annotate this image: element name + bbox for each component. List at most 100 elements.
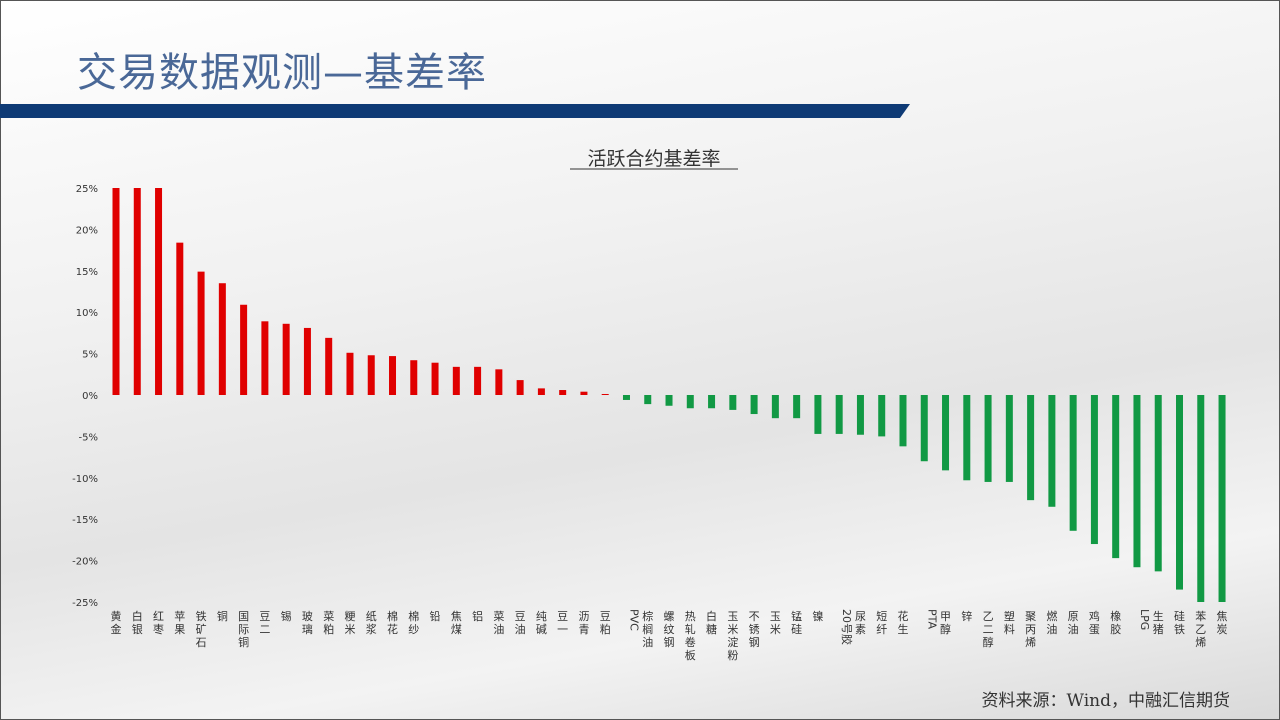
- bar-LPG: [1133, 395, 1141, 568]
- x-tick-label: 焦炭: [1217, 610, 1228, 636]
- y-tick-label: -15%: [72, 515, 98, 526]
- bar-豆二: [261, 321, 269, 395]
- x-tick-label: 硅铁: [1174, 610, 1185, 636]
- x-tick-label: 国际铜: [238, 610, 249, 649]
- bar-不锈钢: [750, 395, 758, 415]
- x-tick-label: 不锈钢: [749, 610, 760, 649]
- x-tick-label: 短纤: [876, 609, 887, 636]
- bar-短纤: [878, 395, 886, 437]
- bar-铝: [474, 366, 482, 395]
- x-tick-label: 花生: [897, 610, 908, 636]
- bar-白银: [133, 188, 141, 395]
- bar-豆一: [559, 390, 567, 395]
- x-tick-label: LPG: [1138, 609, 1151, 630]
- bar-PTA: [920, 395, 928, 462]
- bar-玻璃: [303, 327, 311, 395]
- title-underline-bar: [0, 104, 910, 118]
- bars: [112, 188, 1226, 602]
- bar-纯碱: [537, 388, 545, 395]
- x-tick-label: 乙二醇: [983, 610, 994, 649]
- bar-聚丙烯: [1027, 395, 1035, 501]
- x-tick-label: 生猪: [1153, 609, 1164, 636]
- bar-燃油: [1048, 395, 1056, 507]
- x-tick-label: 白银: [132, 609, 143, 636]
- x-tick-label: 红枣: [153, 610, 164, 636]
- y-tick-label: -5%: [79, 432, 98, 443]
- bar-国际铜: [240, 304, 248, 395]
- bar-红枣: [155, 188, 163, 395]
- x-tick-label: 热轧卷板: [685, 610, 696, 662]
- x-tick-label: 棉纱: [408, 609, 419, 636]
- y-tick-label: 25%: [76, 184, 98, 195]
- x-tick-label: 原油: [1068, 610, 1079, 636]
- x-tick-label: 20号胶: [840, 609, 854, 645]
- bar-菜粕: [325, 337, 333, 395]
- bar-橡胶: [1112, 395, 1120, 559]
- y-tick-label: 0%: [82, 391, 98, 402]
- chart-title: 活跃合约基差率: [587, 148, 720, 170]
- x-tick-label: 螺纹钢: [664, 610, 675, 649]
- bar-黄金: [112, 188, 120, 395]
- bar-豆油: [516, 380, 524, 395]
- x-tick-label: 镍: [812, 609, 823, 623]
- y-tick-label: 10%: [76, 308, 98, 319]
- bar-焦炭: [1218, 395, 1226, 602]
- bar-原油: [1069, 395, 1077, 531]
- bar-尿素: [856, 395, 864, 435]
- bar-乙二醇: [984, 395, 992, 482]
- bar-镍: [814, 395, 822, 434]
- bar-PVC: [622, 395, 630, 400]
- y-tick-label: -25%: [72, 598, 98, 609]
- x-tick-label: 玻璃: [302, 610, 313, 636]
- x-tick-label: 铁矿石: [196, 610, 207, 649]
- x-tick-label: 棉花: [387, 609, 398, 636]
- bar-热轧卷板: [686, 395, 694, 409]
- y-tick-label: -20%: [72, 557, 98, 568]
- bar-白糖: [708, 395, 716, 409]
- y-tick-label: 20%: [76, 225, 98, 236]
- bar-铅: [431, 362, 439, 395]
- bar-粳米: [346, 352, 354, 395]
- x-tick-label: 燃油: [1046, 609, 1057, 636]
- x-tick-label: 黄金: [111, 609, 122, 636]
- x-tick-label: 尿素: [855, 610, 866, 636]
- bar-纸浆: [367, 355, 375, 395]
- bar-锌: [963, 395, 971, 481]
- x-tick-label: 苹果: [174, 609, 185, 636]
- x-tick-label: PVC: [627, 609, 640, 631]
- y-tick-label: 5%: [82, 350, 98, 361]
- x-tick-label: 橡胶: [1110, 610, 1121, 636]
- y-axis: 25% 20% 15% 10% 5% 0% -5% -10% -15% -20% -25%: [72, 184, 98, 609]
- x-tick-label: 豆油: [515, 610, 526, 636]
- y-tick-label: -10%: [72, 474, 98, 485]
- bar-铁矿石: [197, 271, 205, 395]
- bar-苯乙烯: [1197, 395, 1205, 602]
- x-tick-label: 苯乙烯: [1195, 609, 1206, 649]
- x-tick-label: 铜: [217, 609, 228, 623]
- x-tick-label: 锡: [281, 609, 292, 623]
- x-tick-label: 棕榈油: [642, 609, 653, 649]
- x-tick-label: 鸡蛋: [1089, 609, 1100, 636]
- x-tick-label: 白糖: [706, 609, 717, 636]
- bar-20号胶: [835, 395, 843, 434]
- x-tick-label: 铝: [472, 609, 483, 623]
- bar-硅铁: [1176, 395, 1183, 590]
- x-tick-label: 豆二: [259, 610, 270, 636]
- bar-锰硅: [793, 395, 801, 419]
- x-tick-label: 焦煤: [451, 610, 462, 636]
- bar-玉米淀粉: [729, 395, 737, 410]
- x-tick-label: 纸浆: [366, 610, 377, 636]
- bar-苹果: [176, 242, 184, 395]
- x-tick-label: 粳米: [344, 609, 355, 636]
- bar-菜油: [495, 369, 503, 395]
- x-tick-label: 豆一: [557, 610, 568, 636]
- bar-花生: [899, 395, 907, 447]
- page-title: 交易数据观测—基差率: [77, 50, 487, 96]
- y-tick-label: 15%: [76, 267, 98, 278]
- bar-甲醇: [942, 395, 950, 471]
- x-tick-label: 玉米淀粉: [727, 610, 738, 662]
- source-note: 资料来源：Wind，中融汇信期货: [981, 691, 1230, 711]
- bar-生猪: [1154, 395, 1162, 572]
- bar-塑料: [1005, 395, 1013, 482]
